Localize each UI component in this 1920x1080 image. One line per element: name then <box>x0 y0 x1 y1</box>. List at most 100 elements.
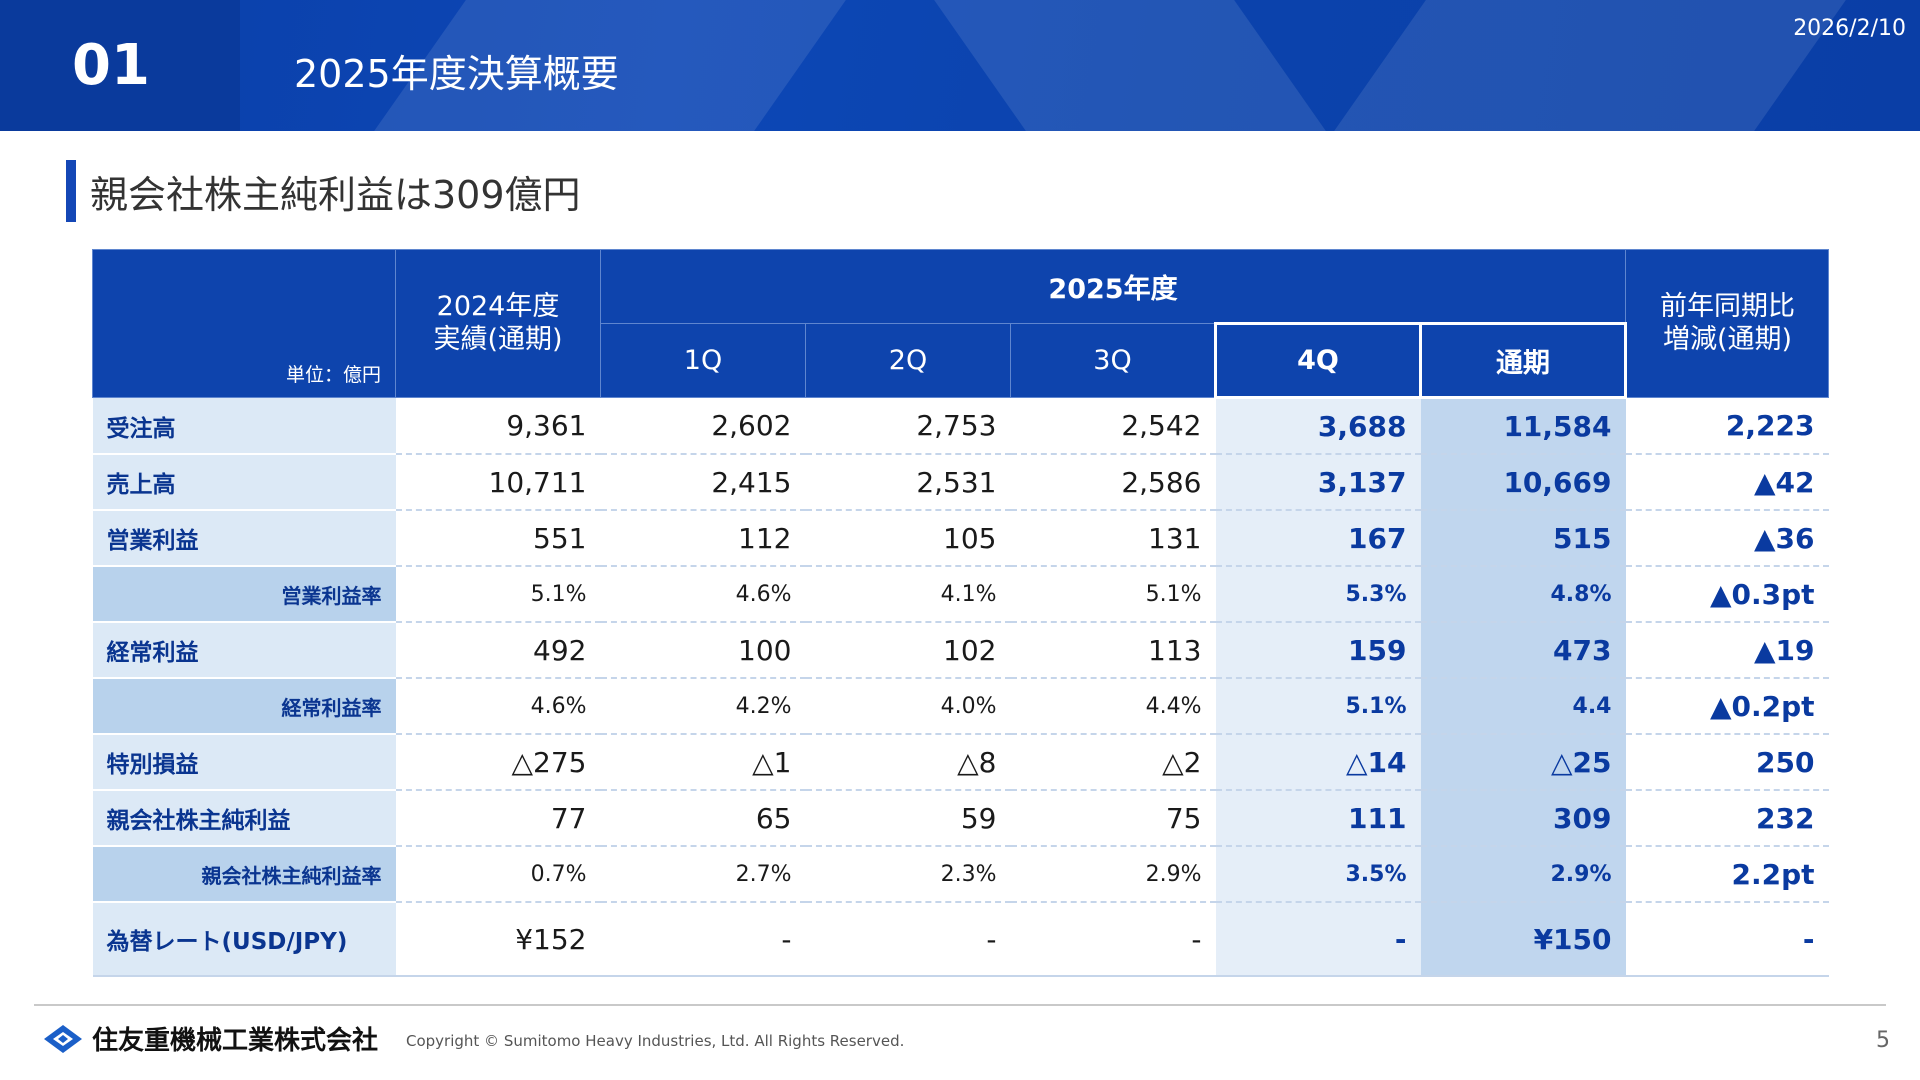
shi-logo-icon <box>44 1024 82 1053</box>
slide-date: 2026/2/10 <box>1793 16 1906 41</box>
table-row: 売上高 10,711 2,415 2,531 2,586 3,137 10,66… <box>92 454 1829 511</box>
header-2q: 2Q <box>805 323 1011 398</box>
table-row: 受注高 9,361 2,602 2,753 2,542 3,688 11,584… <box>92 397 1829 455</box>
cell-change: ▲19 <box>1625 622 1829 679</box>
header-yoy-change: 前年同期比 増減(通期) <box>1625 249 1829 398</box>
table-row: 親会社株主純利益率 0.7% 2.7% 2.3% 2.9% 3.5% 2.9% … <box>92 846 1829 903</box>
cell-change: ▲42 <box>1625 454 1829 511</box>
cell-prev: 9,361 <box>395 397 601 455</box>
cell-4q: 5.1% <box>1215 678 1421 735</box>
cell-full-year: 4.4 <box>1420 678 1626 735</box>
section-title: 2025年度決算概要 <box>294 52 619 96</box>
cell-1q: 4.6% <box>600 566 806 623</box>
cell-3q: 4.4% <box>1010 678 1216 735</box>
cell-2q: 2.3% <box>805 846 1011 903</box>
headline: 親会社株主純利益は309億円 <box>66 160 581 222</box>
row-label: 親会社株主純利益 <box>92 790 396 847</box>
cell-2q: 59 <box>805 790 1011 847</box>
cell-3q: 131 <box>1010 510 1216 567</box>
cell-2q: 4.1% <box>805 566 1011 623</box>
cell-1q: 4.2% <box>600 678 806 735</box>
row-label: 為替レート(USD/JPY) <box>92 902 396 977</box>
cell-4q: 3.5% <box>1215 846 1421 903</box>
page-number: 5 <box>1876 1028 1890 1053</box>
cell-full-year: ¥150 <box>1420 902 1626 977</box>
cell-prev: 10,711 <box>395 454 601 511</box>
headline-accent-bar <box>66 160 76 222</box>
cell-2q: 2,753 <box>805 397 1011 455</box>
cell-4q: 5.3% <box>1215 566 1421 623</box>
cell-change: ▲0.2pt <box>1625 678 1829 735</box>
cell-2q: 4.0% <box>805 678 1011 735</box>
cell-2q: 102 <box>805 622 1011 679</box>
row-label: 親会社株主純利益率 <box>92 846 396 903</box>
cell-full-year: 10,669 <box>1420 454 1626 511</box>
row-label: 経常利益 <box>92 622 396 679</box>
cell-4q: 3,688 <box>1215 397 1421 455</box>
cell-prev: 4.6% <box>395 678 601 735</box>
cell-full-year: 473 <box>1420 622 1626 679</box>
cell-full-year: 4.8% <box>1420 566 1626 623</box>
row-label: 営業利益率 <box>92 566 396 623</box>
cell-4q: 159 <box>1215 622 1421 679</box>
cell-full-year: △25 <box>1420 734 1626 791</box>
cell-1q: 2,415 <box>600 454 806 511</box>
cell-prev: 5.1% <box>395 566 601 623</box>
headline-text: 親会社株主純利益は309億円 <box>90 172 581 217</box>
cell-change: 250 <box>1625 734 1829 791</box>
cell-1q: - <box>600 902 806 977</box>
section-number: 01 <box>0 0 240 131</box>
header-full-year: 通期 <box>1419 322 1627 399</box>
cell-4q: 111 <box>1215 790 1421 847</box>
cell-3q: △2 <box>1010 734 1216 791</box>
row-label: 特別損益 <box>92 734 396 791</box>
cell-3q: - <box>1010 902 1216 977</box>
cell-1q: △1 <box>600 734 806 791</box>
cell-4q: △14 <box>1215 734 1421 791</box>
cell-2q: 2,531 <box>805 454 1011 511</box>
cell-2q: 105 <box>805 510 1011 567</box>
cell-full-year: 309 <box>1420 790 1626 847</box>
slide-header: 01 2025年度決算概要 2026/2/10 <box>0 0 1920 131</box>
cell-3q: 5.1% <box>1010 566 1216 623</box>
cell-change: 2,223 <box>1625 397 1829 455</box>
cell-change: ▲36 <box>1625 510 1829 567</box>
cell-full-year: 515 <box>1420 510 1626 567</box>
table-row: 経常利益 492 100 102 113 159 473 ▲19 <box>92 622 1829 679</box>
table-row: 営業利益 551 112 105 131 167 515 ▲36 <box>92 510 1829 567</box>
row-label: 営業利益 <box>92 510 396 567</box>
cell-prev: ¥152 <box>395 902 601 977</box>
cell-1q: 65 <box>600 790 806 847</box>
cell-1q: 2,602 <box>600 397 806 455</box>
unit-label: 単位：億円 <box>92 249 396 398</box>
financial-summary-table: 単位：億円 2024年度 実績(通期) 2025年度 前年同期比 増減(通期) … <box>92 249 1829 977</box>
cell-3q: 2.9% <box>1010 846 1216 903</box>
cell-prev: △275 <box>395 734 601 791</box>
table-row: 経常利益率 4.6% 4.2% 4.0% 4.4% 5.1% 4.4 ▲0.2p… <box>92 678 1829 735</box>
footer-divider <box>34 1004 1886 1006</box>
table-row: 営業利益率 5.1% 4.6% 4.1% 5.1% 5.3% 4.8% ▲0.3… <box>92 566 1829 623</box>
cell-prev: 0.7% <box>395 846 601 903</box>
cell-3q: 2,586 <box>1010 454 1216 511</box>
cell-4q: 167 <box>1215 510 1421 567</box>
cell-change: - <box>1625 902 1829 977</box>
cell-1q: 2.7% <box>600 846 806 903</box>
cell-3q: 75 <box>1010 790 1216 847</box>
cell-change: 2.2pt <box>1625 846 1829 903</box>
header-4q: 4Q <box>1214 322 1422 399</box>
cell-prev: 77 <box>395 790 601 847</box>
row-label: 経常利益率 <box>92 678 396 735</box>
cell-3q: 113 <box>1010 622 1216 679</box>
cell-prev: 492 <box>395 622 601 679</box>
cell-change: 232 <box>1625 790 1829 847</box>
company-name: 住友重機械工業株式会社 <box>92 1026 379 1056</box>
table-row: 為替レート(USD/JPY) ¥152 - - - - ¥150 - <box>92 902 1829 977</box>
cell-1q: 112 <box>600 510 806 567</box>
cell-full-year: 11,584 <box>1420 397 1626 455</box>
company-logo: 住友重機械工業株式会社 <box>42 1020 378 1057</box>
table-row: 特別損益 △275 △1 △8 △2 △14 △25 250 <box>92 734 1829 791</box>
header-fy2025: 2025年度 <box>600 249 1626 324</box>
cell-full-year: 2.9% <box>1420 846 1626 903</box>
cell-prev: 551 <box>395 510 601 567</box>
cell-2q: △8 <box>805 734 1011 791</box>
